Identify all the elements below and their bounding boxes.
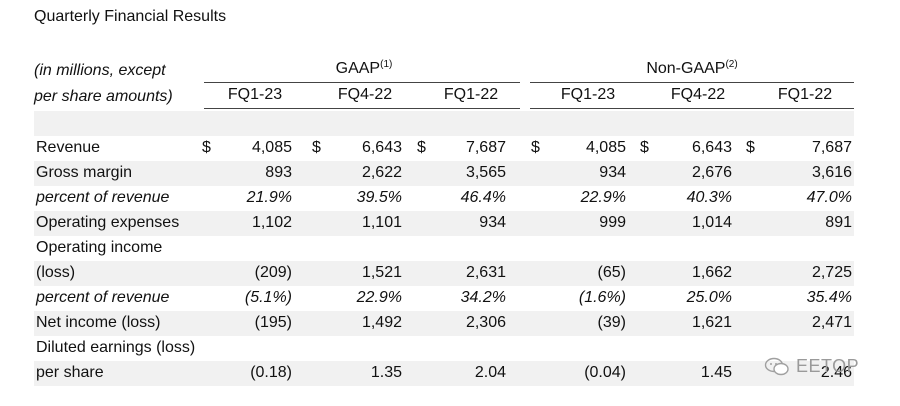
- table-cell: (1.6%): [578, 289, 626, 306]
- table-cell: 39.5%: [356, 189, 402, 206]
- currency-symbol: $: [746, 139, 755, 156]
- column-header-gaap-fq1-23: FQ1-23: [227, 86, 283, 103]
- gaap-label: GAAP: [335, 60, 381, 77]
- table-cell: 893: [265, 164, 292, 181]
- currency-symbol: $: [531, 139, 540, 156]
- column-header-nongaap-fq1-23: FQ1-23: [560, 86, 616, 103]
- table-cell: (209): [254, 264, 292, 281]
- currency-symbol: $: [417, 139, 426, 156]
- row-label: Operating expenses: [36, 214, 180, 231]
- table-cell: 1,521: [361, 264, 402, 281]
- row-label: Gross margin: [36, 164, 133, 181]
- table-cell: (65): [597, 264, 626, 281]
- table-row: Diluted earnings (loss): [34, 336, 854, 361]
- table-cell: (5.1%): [244, 289, 292, 306]
- table-cell: 47.0%: [806, 189, 852, 206]
- table-row: Gross margin 893 2,622 3,565 934 2,676 3,616: [34, 161, 854, 186]
- nongaap-footnote: (2): [725, 59, 738, 70]
- table-cell: 934: [599, 164, 626, 181]
- table-cell: (195): [254, 314, 292, 331]
- table-cell: (39): [597, 314, 626, 331]
- table-cell: 2,471: [811, 314, 852, 331]
- table-row: Revenue $4,085 $6,643 $7,687 $4,085 $6,643 $7,…: [34, 136, 854, 161]
- watermark-text: EETOP: [796, 356, 860, 376]
- table-cell: 46.4%: [460, 189, 506, 206]
- table-cell: 1,621: [691, 314, 732, 331]
- gaap-underline: [204, 82, 520, 83]
- table-cell: 3,616: [811, 164, 852, 181]
- table-cell: 934: [479, 214, 506, 231]
- nongaap-columns-underline: [530, 108, 854, 109]
- table-cell: 2,631: [465, 264, 506, 281]
- row-label: percent of revenue: [36, 289, 170, 306]
- table-cell: (0.04): [584, 364, 626, 381]
- table-cell: 2,725: [811, 264, 852, 281]
- table-cell: 2.04: [474, 364, 506, 381]
- row-label: Diluted earnings (loss): [36, 339, 196, 356]
- table-cell: 1,492: [361, 314, 402, 331]
- units-note-line2: per share amounts): [34, 88, 173, 105]
- table-cell: 2,306: [465, 314, 506, 331]
- nongaap-group-header: Non-GAAP(2): [530, 60, 854, 78]
- table-cell: 6,643: [361, 139, 402, 156]
- row-label: Revenue: [36, 139, 101, 156]
- chat-bubbles-icon: [764, 357, 789, 375]
- currency-symbol: $: [312, 139, 321, 156]
- row-label: (loss): [36, 264, 76, 281]
- column-header-gaap-fq4-22: FQ4-22: [337, 86, 393, 103]
- nongaap-label: Non-GAAP: [646, 60, 726, 77]
- table-row: [34, 111, 854, 136]
- table-cell: 21.9%: [246, 189, 292, 206]
- table-cell: 4,085: [251, 139, 292, 156]
- gaap-footnote: (1): [380, 59, 393, 70]
- row-label: Net income (loss): [36, 314, 161, 331]
- table-cell: 7,687: [465, 139, 506, 156]
- table-row: Net income (loss) (195) 1,492 2,306 (39) 1,62…: [34, 311, 854, 336]
- table-row: Operating expenses 1,102 1,101 934 999 1,014 8…: [34, 211, 854, 236]
- table-cell: 34.2%: [460, 289, 506, 306]
- table-cell: 22.9%: [580, 189, 626, 206]
- table-cell: 2,622: [361, 164, 402, 181]
- table-row: per share (0.18) 1.35 2.04 (0.04) 1.45 2.46: [34, 361, 854, 386]
- table-cell: 3,565: [465, 164, 506, 181]
- table-cell: 7,687: [811, 139, 852, 156]
- row-label: Operating income: [36, 239, 163, 256]
- table-row: Operating income: [34, 236, 854, 261]
- table-cell: 1,102: [251, 214, 292, 231]
- table-row: percent of revenue 21.9% 39.5% 46.4% 22.9% 40…: [34, 186, 854, 211]
- table-cell: 1,014: [691, 214, 732, 231]
- row-label: per share: [36, 364, 104, 381]
- table-cell: 1,662: [691, 264, 732, 281]
- watermark: EETOP: [764, 356, 859, 377]
- table-cell: 2,676: [691, 164, 732, 181]
- table-cell: 35.4%: [806, 289, 852, 306]
- units-note-line1: (in millions, except: [34, 62, 166, 79]
- table-row: (loss) (209) 1,521 2,631 (65) 1,662 2,725: [34, 261, 854, 286]
- table-cell: 4,085: [585, 139, 626, 156]
- table-cell: 1.35: [370, 364, 402, 381]
- column-header-nongaap-fq4-22: FQ4-22: [670, 86, 726, 103]
- table-cell: 25.0%: [686, 289, 732, 306]
- page-title: Quarterly Financial Results: [34, 8, 227, 25]
- table-cell: 1.45: [700, 364, 732, 381]
- table-cell: 2.46: [820, 364, 852, 381]
- currency-symbol: $: [202, 139, 211, 156]
- nongaap-underline: [530, 82, 854, 83]
- table-cell: 891: [825, 214, 852, 231]
- row-label: percent of revenue: [36, 189, 170, 206]
- column-header-nongaap-fq1-22: FQ1-22: [777, 86, 833, 103]
- currency-symbol: $: [640, 139, 649, 156]
- table-row: percent of revenue (5.1%) 22.9% 34.2% (1.6%)…: [34, 286, 854, 311]
- table-cell: 6,643: [691, 139, 732, 156]
- gaap-columns-underline: [204, 108, 520, 109]
- table-cell: 999: [599, 214, 626, 231]
- column-header-gaap-fq1-22: FQ1-22: [443, 86, 499, 103]
- table-cell: (0.18): [250, 364, 292, 381]
- gaap-group-header: GAAP(1): [204, 60, 524, 78]
- table-cell: 1,101: [361, 214, 402, 231]
- table-cell: 40.3%: [686, 189, 732, 206]
- table-cell: 22.9%: [356, 289, 402, 306]
